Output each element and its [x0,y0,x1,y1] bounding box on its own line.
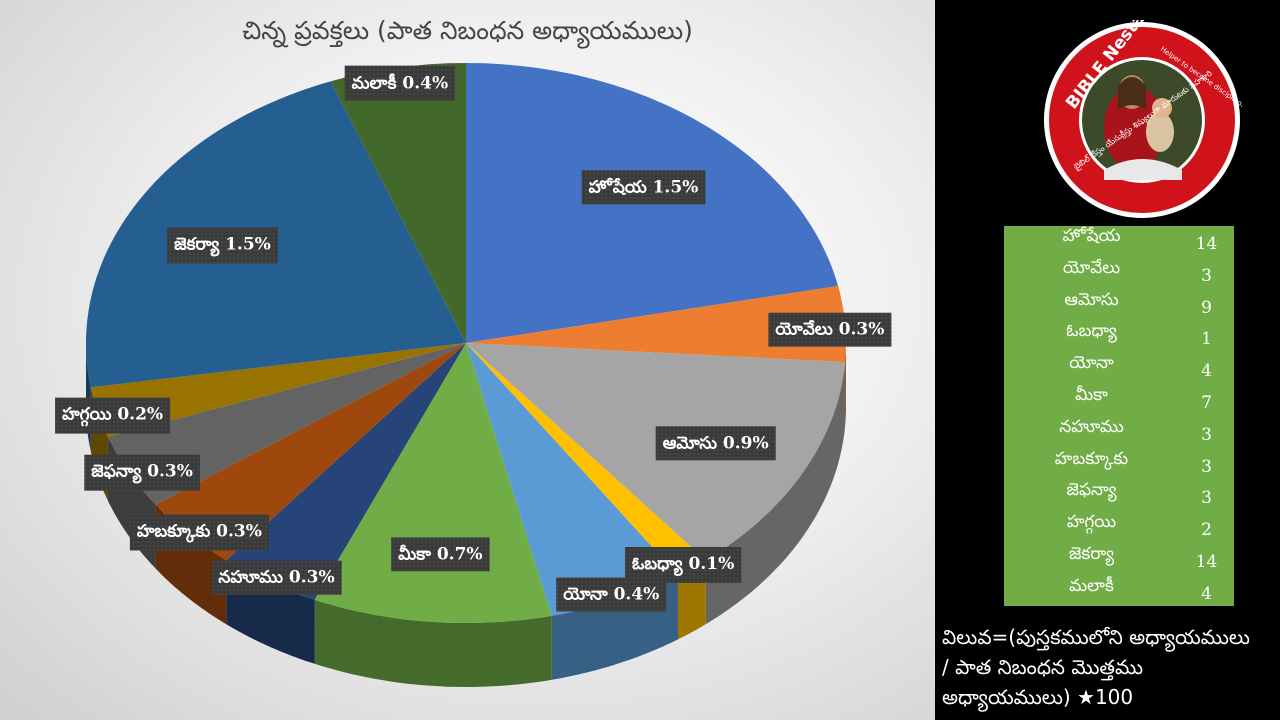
table-chapter-count: 3 [1201,265,1212,286]
data-label-box [581,170,706,205]
pie-chart: హోషేయ 1.5% యోవేలు 0.3% ఆమోసు 0.9% ఓబధ్యా 0.… [55,63,892,687]
table-book-name: నహూము [1059,416,1124,437]
table-book-name: జెఫన్యా [1066,480,1117,501]
data-label-2: ఆమోసు 0.9% [655,426,776,461]
table-row: హగ్గయి 2 [1004,512,1234,544]
data-label-4: యోనా 0.4% [556,577,667,612]
data-label-text: జెకర్యా 1.5% [174,234,271,256]
table-row: నహూము 3 [1004,417,1234,449]
table-chapter-count: 14 [1195,234,1218,254]
data-label-text: మలాకీ 0.4% [352,73,448,94]
table-book-name: ఆమోసు [1064,289,1119,310]
pie-slice-6 [226,343,466,600]
data-label-5: మీకా 0.7% [391,537,490,572]
data-label-box [344,65,456,101]
data-label-text: యోనా 0.4% [563,585,659,605]
formula-note: విలువ=(పుస్తకములోని అధ్యాయములు / పాత నిబ… [942,622,1272,712]
formula-line-1: విలువ=(పుస్తకములోని అధ్యాయములు [942,625,1250,649]
table-chapter-count: 9 [1201,297,1212,318]
table-chapter-count: 2 [1201,520,1212,541]
table-book-name: మలాకీ [1069,575,1114,596]
data-label-box [391,537,490,572]
data-label-box [211,560,342,595]
table-chapter-count: 3 [1201,456,1212,477]
data-label-box [84,454,200,491]
data-label-text: హోషేయ 1.5% [589,177,699,197]
data-label-3: ఓబధ్యా 0.1% [625,547,742,583]
data-label-box [655,426,776,461]
pie-slice-1 [466,286,846,363]
table-book-name: ఓబధ్యా [1066,321,1117,342]
data-label-1: యోవేలు 0.3% [768,312,892,347]
table-chapter-count: 4 [1201,361,1212,382]
table-row: ఓబధ్యా 1 [1004,321,1234,353]
chart-slide: చిన్న ప్రవక్తలు (పాత నిబంధన అధ్యాయములు) … [0,0,935,720]
pie-slice-5 [314,343,552,623]
table-book-name: మీకా [1075,385,1108,405]
data-label-box [167,227,278,264]
pie-slice-9 [90,343,467,437]
table-chapter-count: 14 [1195,552,1218,572]
data-label-8: జెఫన్యా 0.3% [84,454,200,491]
data-label-10: జెకర్యా 1.5% [167,227,278,264]
data-label-box [625,547,742,583]
data-label-box [55,397,171,434]
formula-line-3: అధ్యాయములు) ★100 [942,685,1134,709]
data-label-box [768,312,892,347]
table-chapter-count: 7 [1201,393,1212,413]
data-label-text: మీకా 0.7% [398,544,482,564]
chapter-count-table: హోషేయ 14 యోవేలు 3 ఆమోసు 9 ఓబధ్యా 1 యోనా 4 మీకా 7 నహూ… [1004,226,1234,606]
table-row: జెఫన్యా 3 [1004,480,1234,512]
pie-slice-7 [155,343,466,561]
pie-side-1 [845,343,846,427]
pie-slice-3 [466,343,706,576]
table-chapter-count: 1 [1201,329,1212,350]
table-row: యోనా 4 [1004,353,1234,385]
data-label-text: నహూము 0.3% [218,568,334,588]
data-label-text: హబక్కూకు 0.3% [137,522,262,544]
table-row: మీకా 7 [1004,385,1234,417]
table-book-name: యోవేలు [1062,257,1121,278]
table-book-name: జెకర్యా [1068,544,1115,564]
data-label-box [129,514,269,551]
bible-nestam-logo: BIBLE Nestam Helper to become disciple o… [1044,20,1242,218]
table-book-name: హగ్గయి [1066,512,1117,533]
table-row: యోవేలు 3 [1004,258,1234,290]
data-label-6: నహూము 0.3% [211,560,342,595]
data-label-9: హగ్గయి 0.2% [55,397,171,434]
pie-slice-11 [330,63,466,343]
data-label-text: ఓబధ్యా 0.1% [632,554,734,576]
table-book-name: హబక్కూకు [1054,448,1129,469]
table-row: మలాకీ 4 [1004,576,1234,608]
table-row: ఆమోసు 9 [1004,290,1234,322]
table-chapter-count: 4 [1201,583,1212,604]
table-book-name: యోనా [1069,353,1114,374]
chart-title: చిన్న ప్రవక్తలు (పాత నిబంధన అధ్యాయములు) [242,16,693,45]
table-row: జెకర్యా 14 [1004,544,1234,576]
pie-side-5 [314,599,552,687]
table-chapter-count: 3 [1201,488,1212,509]
data-label-box [556,577,667,612]
pie-slice-2 [466,343,846,561]
data-label-text: యోవేలు 0.3% [775,320,884,340]
table-chapter-count: 3 [1201,424,1212,445]
data-label-11: మలాకీ 0.4% [344,65,456,101]
data-label-text: హగ్గయి 0.2% [62,405,163,427]
table-row: హబక్కూకు 3 [1004,449,1234,481]
table-row: హోషేయ 14 [1004,226,1234,258]
data-label-text: ఆమోసు 0.9% [663,433,769,453]
formula-line-2: / పాత నిబంధన మొత్తము [942,655,1144,679]
table-book-name: హోషేయ [1062,226,1121,246]
data-label-text: జెఫన్యా 0.3% [91,462,193,484]
data-label-0: హోషేయ 1.5% [581,170,706,205]
data-label-7: హబక్కూకు 0.3% [129,514,269,551]
